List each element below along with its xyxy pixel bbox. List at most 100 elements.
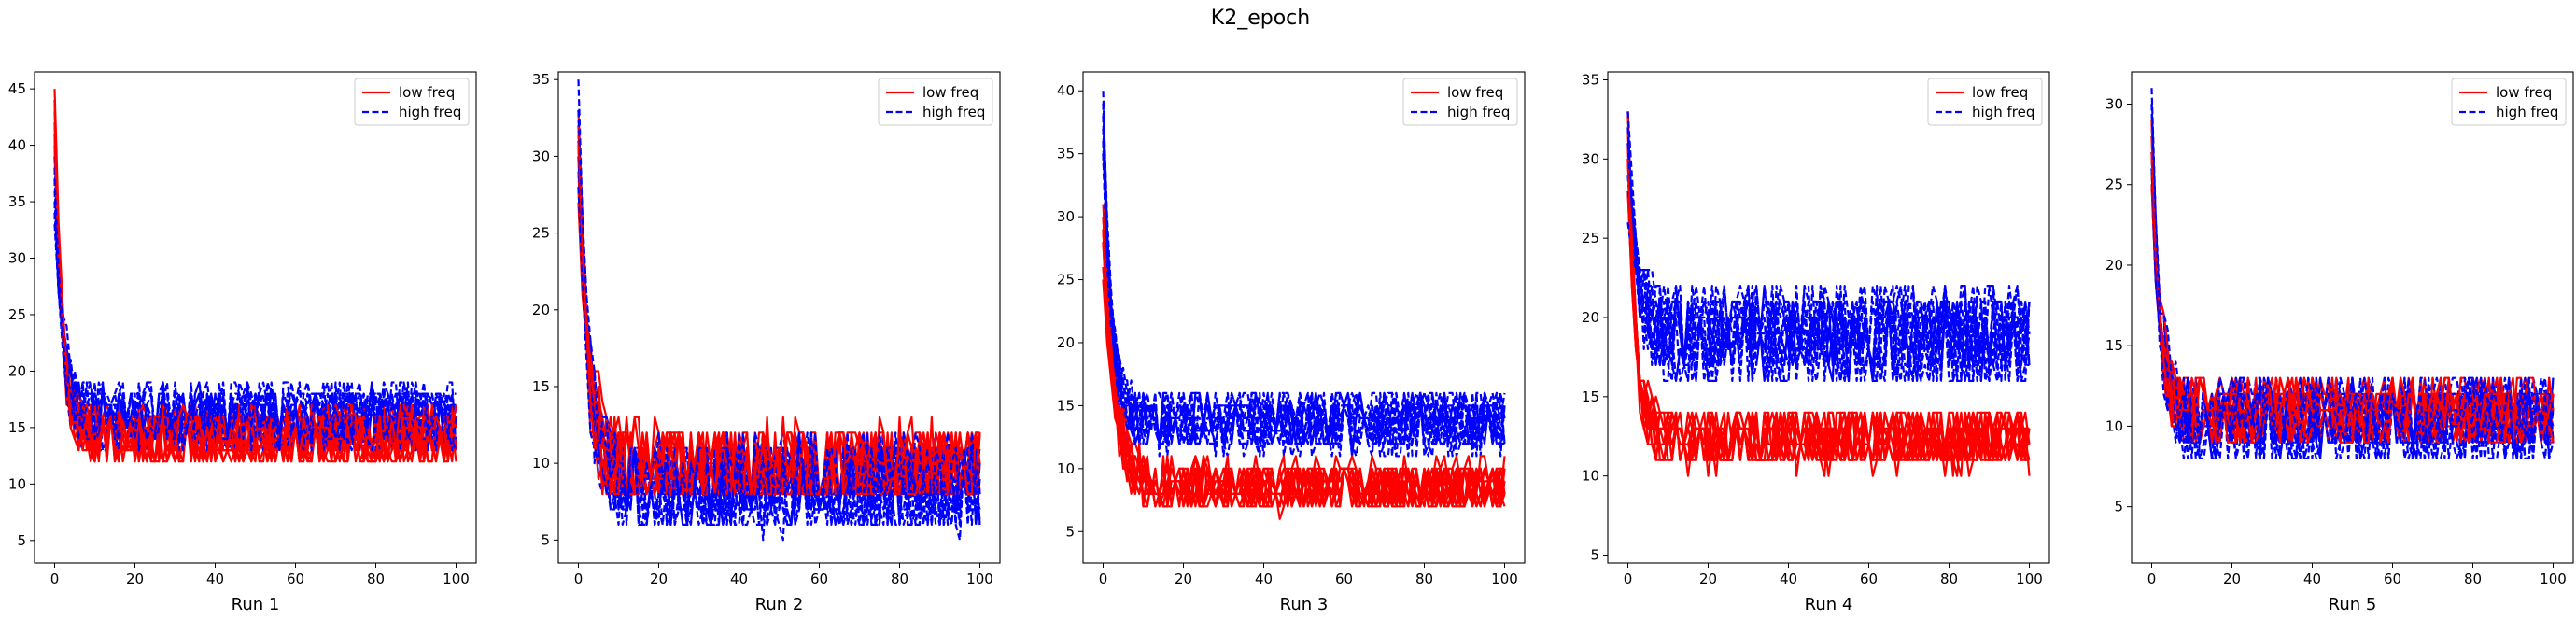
y-tick-label: 25	[2105, 176, 2123, 193]
y-tick-label: 35	[1582, 71, 1599, 88]
x-tick-label: 0	[1624, 571, 1633, 587]
low-freq-series-line	[577, 125, 981, 496]
x-tick-label: 40	[730, 571, 748, 587]
y-tick-label: 40	[8, 137, 26, 154]
legend-low-freq-label: low freq	[922, 84, 978, 101]
high-freq-series-line	[577, 156, 981, 527]
axes-frame	[557, 71, 1001, 564]
subplot-run-2: 0 20 40 60 80 100 5 10 15 20 25 30 35 Run 2 low freq hi…	[532, 71, 1001, 614]
axes-frame	[1082, 71, 1526, 564]
y-tick-label: 15	[8, 419, 26, 436]
x-axis-label: Run 4	[1805, 595, 1853, 614]
x-tick-label: 20	[1175, 571, 1192, 587]
legend-low-freq-label: low freq	[1447, 84, 1503, 101]
legend-high-freq-label: high freq	[2496, 104, 2558, 120]
x-tick-label: 0	[2147, 571, 2157, 587]
x-axis-label: Run 3	[1280, 595, 1329, 614]
x-tick-label: 60	[287, 571, 304, 587]
y-tick-label: 30	[1057, 208, 1075, 225]
y-tick-label: 25	[1057, 272, 1075, 289]
x-tick-label: 100	[1491, 571, 1518, 587]
x-axis-label: Run 1	[232, 595, 280, 614]
high-freq-series-line	[577, 140, 981, 527]
subplot-run-4: 0 20 40 60 80 100 5 10 15 20 25 30 35 Run 4 low freq hi…	[1582, 71, 2050, 614]
legend-box	[1402, 78, 1518, 126]
x-tick-label: 20	[126, 571, 144, 587]
y-tick-label: 25	[8, 306, 26, 323]
y-tick-label: 15	[532, 378, 550, 395]
plot-area	[1102, 91, 1506, 520]
low-freq-series-line	[1626, 127, 2031, 461]
legend-box	[2451, 78, 2567, 126]
y-tick-label: 20	[2105, 257, 2123, 274]
low-freq-series-line	[1102, 242, 1505, 508]
plot-area	[1626, 111, 2031, 477]
high-freq-series-line	[53, 167, 457, 452]
x-tick-label: 60	[810, 571, 828, 587]
x-tick-label: 100	[443, 571, 470, 587]
high-freq-series-line	[1102, 116, 1505, 458]
legend-low-freq-label: low freq	[399, 84, 455, 101]
x-tick-label: 100	[2016, 571, 2043, 587]
y-tick-label: 20	[1057, 334, 1075, 351]
legend-high-freq-label: high freq	[922, 104, 985, 120]
legend: low freq high freq	[1927, 78, 2043, 126]
legend: low freq high freq	[2451, 78, 2567, 126]
x-axis-label: Run 2	[755, 595, 804, 614]
x-tick-label: 0	[50, 571, 60, 587]
y-tick-label: 35	[8, 193, 26, 210]
x-tick-label: 0	[574, 571, 584, 587]
x-tick-label: 0	[1099, 571, 1108, 587]
x-tick-label: 40	[1255, 571, 1273, 587]
x-tick-label: 80	[1940, 571, 1958, 587]
high-freq-series-line	[577, 110, 981, 527]
plot-area	[577, 79, 981, 542]
legend-high-freq-label: high freq	[1447, 104, 1510, 120]
y-tick-label: 15	[2105, 337, 2123, 354]
legend-low-freq-label: low freq	[2496, 84, 2552, 101]
y-tick-label: 35	[1057, 146, 1075, 162]
x-tick-label: 80	[2464, 571, 2482, 587]
legend: low freq high freq	[1402, 78, 1518, 126]
high-freq-series-line	[53, 178, 457, 452]
subplot-run-3: 0 20 40 60 80 100 5 10 15 20 25 30 35 40 Run 3 low freq…	[1057, 71, 1526, 614]
y-tick-label: 10	[1582, 468, 1599, 485]
plot-area	[53, 89, 457, 463]
y-tick-label: 35	[532, 71, 550, 88]
legend-high-freq-label: high freq	[1972, 104, 2034, 120]
x-tick-label: 20	[1699, 571, 1717, 587]
x-tick-label: 80	[367, 571, 385, 587]
high-freq-series-line	[1102, 153, 1506, 458]
low-freq-series-line	[1102, 279, 1506, 508]
y-tick-label: 30	[1582, 150, 1599, 167]
x-axis-label: Run 5	[2329, 595, 2377, 614]
low-freq-series-line	[53, 122, 457, 463]
high-freq-series-line	[1626, 191, 2031, 382]
legend: low freq high freq	[878, 78, 993, 126]
y-tick-label: 40	[1057, 82, 1075, 99]
x-tick-label: 60	[1860, 571, 1878, 587]
y-tick-label: 10	[8, 475, 26, 492]
x-tick-label: 60	[2384, 571, 2401, 587]
y-tick-label: 30	[532, 148, 550, 164]
legend-low-freq-label: low freq	[1972, 84, 2028, 101]
x-tick-label: 20	[2223, 571, 2241, 587]
figure-title: K2_epoch	[1211, 7, 1310, 30]
y-tick-label: 5	[17, 532, 26, 549]
y-tick-label: 25	[532, 225, 550, 242]
y-tick-label: 5	[2114, 499, 2123, 515]
x-tick-label: 20	[650, 571, 668, 587]
high-freq-series-line	[2150, 152, 2554, 459]
x-tick-label: 100	[2540, 571, 2567, 587]
y-tick-label: 20	[532, 302, 550, 318]
legend-box	[878, 78, 993, 126]
high-freq-series-line	[1626, 143, 2031, 382]
y-tick-label: 45	[8, 80, 26, 97]
y-tick-label: 5	[1065, 523, 1075, 540]
y-tick-label: 5	[1590, 547, 1599, 564]
x-tick-label: 80	[1415, 571, 1433, 587]
y-tick-label: 20	[1582, 309, 1599, 326]
axes-frame	[34, 71, 477, 564]
legend-box	[354, 78, 470, 126]
